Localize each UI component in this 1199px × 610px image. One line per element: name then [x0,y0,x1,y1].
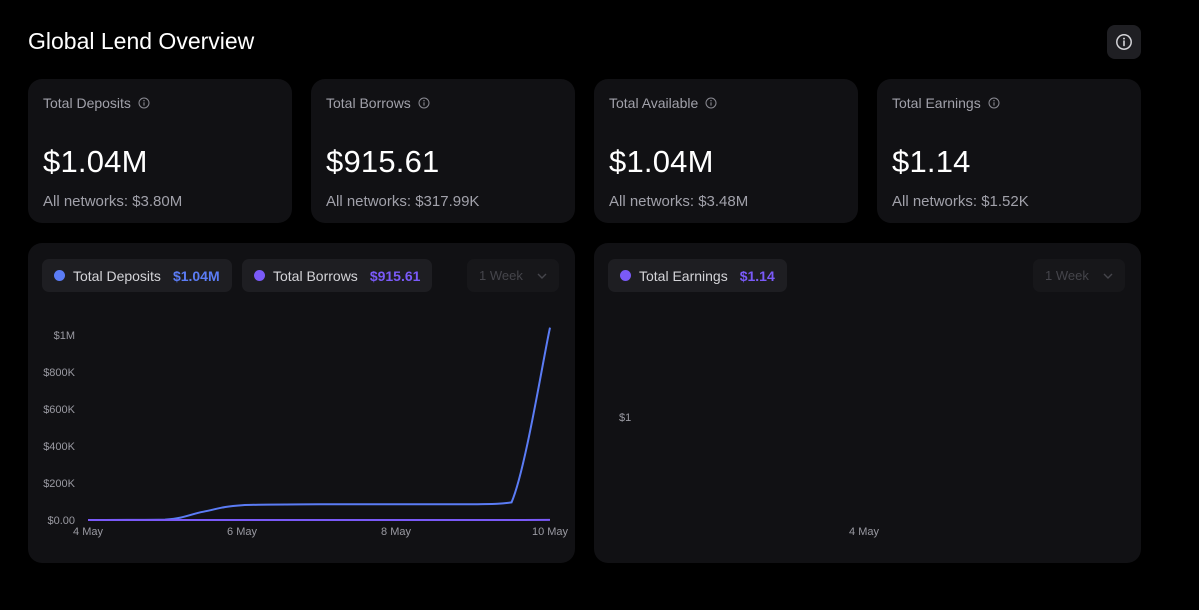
period-dropdown[interactable]: 1 Week [1033,259,1125,292]
info-circle-icon[interactable] [988,97,1000,109]
stat-sub-networks: All networks: $3.80M [43,193,183,210]
x-tick-label: 6 May [227,526,257,538]
y-tick-label: $800K [43,367,75,379]
y-tick-label: $1M [54,330,75,342]
x-tick-label: 8 May [381,526,411,538]
info-circle-icon[interactable] [705,97,717,109]
legend-total-borrows[interactable]: Total Borrows $915.61 [242,259,433,292]
stat-value: $1.04M [43,144,148,179]
stat-label: Total Earnings [892,95,981,111]
deposits-borrows-chart-card: Total Deposits $1.04M Total Borrows $915… [28,243,575,563]
earnings-chart-card: Total Earnings $1.14 1 Week $1 4 May [594,243,1141,563]
series-line-total-deposits [87,327,551,521]
y-tick-label: $1 [619,412,631,424]
period-label: 1 Week [479,268,523,283]
info-circle-icon[interactable] [418,97,430,109]
info-circle-icon[interactable] [138,97,150,109]
period-dropdown[interactable]: 1 Week [467,259,559,292]
x-tick-label: 10 May [532,526,569,538]
stat-sub-networks: All networks: $3.48M [609,193,749,210]
x-tick-label: 4 May [849,526,879,538]
y-tick-label: $0.00 [47,515,75,527]
y-tick-label: $600K [43,404,75,416]
legend-value: $915.61 [369,267,421,284]
stat-value: $915.61 [326,144,440,179]
legend-dot [620,270,631,281]
period-label: 1 Week [1045,268,1089,283]
info-button[interactable] [1107,25,1141,59]
stat-value: $1.04M [609,144,714,179]
chevron-down-icon [537,273,547,279]
stat-label: Total Available [609,95,699,111]
stat-label: Total Borrows [326,95,411,111]
stat-sub-networks: All networks: $1.52K [892,193,1029,210]
page-title: Global Lend Overview [28,28,255,54]
x-tick-label: 4 May [73,526,103,538]
y-tick-label: $400K [43,441,75,453]
legend-value: $1.04M [172,267,220,284]
legend-value: $1.14 [739,267,775,284]
legend-dot [54,270,65,281]
line-chart: $1 4 May [619,412,879,538]
stat-card-total-deposits: Total Deposits $1.04M All networks: $3.8… [28,79,292,223]
chevron-down-icon [1103,273,1113,279]
legend-label: Total Earnings [639,267,728,284]
stat-card-total-available: Total Available $1.04M All networks: $3.… [594,79,858,223]
stat-sub-networks: All networks: $317.99K [326,193,480,210]
legend-label: Total Borrows [273,267,358,284]
stat-card-total-borrows: Total Borrows $915.61 All networks: $317… [311,79,575,223]
legend-total-earnings[interactable]: Total Earnings $1.14 [608,259,787,292]
stat-value: $1.14 [892,144,971,179]
legend-label: Total Deposits [73,267,161,284]
stat-card-total-earnings: Total Earnings $1.14 All networks: $1.52… [877,79,1141,223]
legend-total-deposits[interactable]: Total Deposits $1.04M [42,259,232,292]
stat-label: Total Deposits [43,95,131,111]
y-tick-label: $200K [43,478,75,490]
line-chart: $0.00 $200K $400K $600K $800K $1M 4 May 6 May 8… [43,327,569,538]
info-circle-icon [1116,34,1132,50]
legend-dot [254,270,265,281]
